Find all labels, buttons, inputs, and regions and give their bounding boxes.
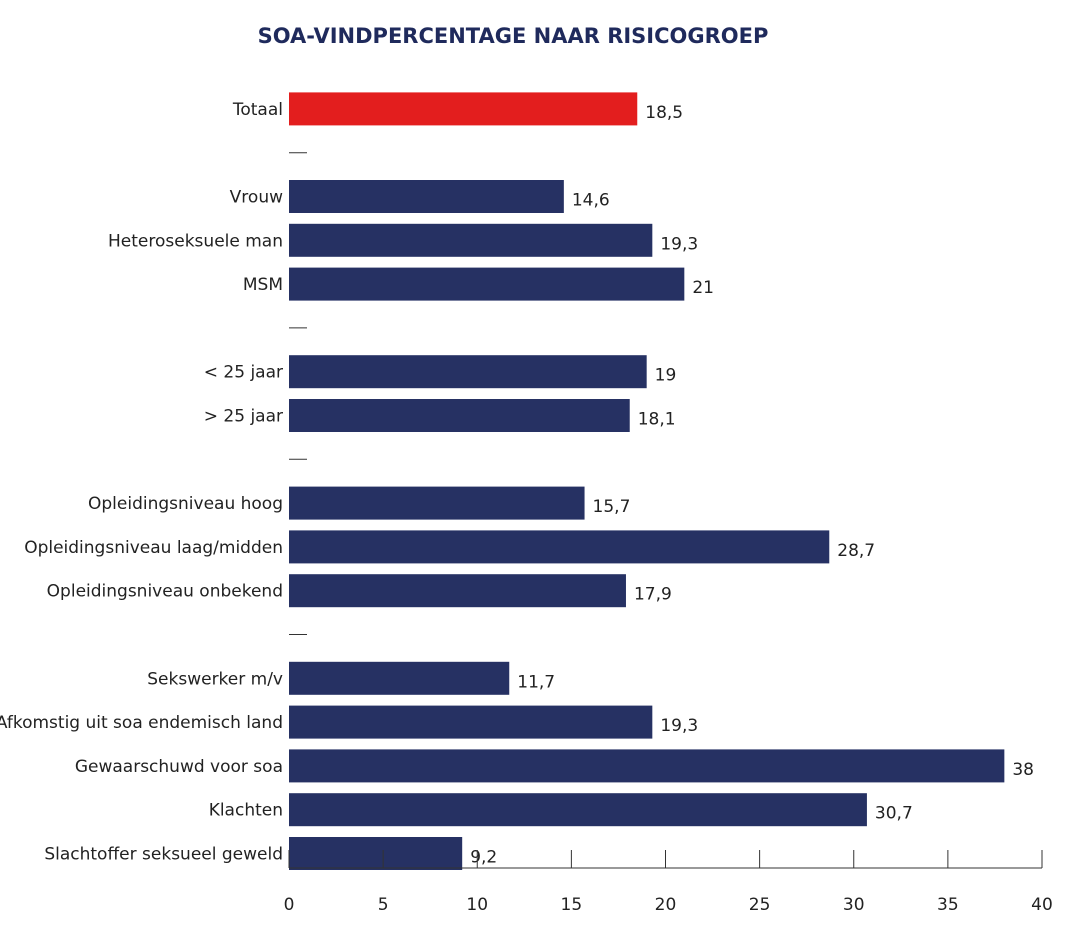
bar [289,355,647,389]
bar [289,530,830,564]
data-label: 15,7 [593,497,631,517]
x-axis: 0 5 10 15 20 25 30 35 40 [284,152,1053,915]
data-label: 19,3 [660,234,698,254]
x-tick-label: 30 [843,895,865,915]
category-label: Afkomstig uit soa endemisch land [0,713,283,733]
bar [289,92,638,126]
data-label: 18,5 [645,103,683,123]
category-label: < 25 jaar [204,363,283,383]
data-label: 19 [655,366,677,386]
x-tick-label: 5 [378,895,389,915]
bar [289,180,564,213]
category-label: Heteroseksuele man [108,231,283,251]
category-label: > 25 jaar [204,407,283,427]
data-label: 21 [692,278,714,298]
bars-layer: Totaal 18,5 Vrouw 14,6 Heteroseksuele man 19,… [0,92,1034,870]
data-label: 18,1 [638,410,676,430]
category-label: Sekswerker m/v [147,669,283,689]
category-label: Gewaarschuwd voor soa [75,757,283,777]
data-label: 19,3 [660,716,698,736]
category-label: Vrouw [230,188,283,208]
category-label: Totaal [232,100,283,120]
data-label: 11,7 [517,672,555,692]
x-tick-label: 10 [466,895,488,915]
category-label: Slachtoffer seksueel geweld [44,845,283,865]
bar [289,705,653,739]
x-tick-label: 35 [937,895,959,915]
bar [289,486,585,520]
category-label: Opleidingsniveau laag/midden [24,538,283,558]
category-label: Klachten [209,801,283,821]
bar [289,574,626,608]
data-label: 30,7 [875,804,913,824]
x-tick-label: 40 [1031,895,1053,915]
bar [289,837,463,870]
category-label: Opleidingsniveau onbekend [47,582,283,602]
chart-title: SOA-VINDPERCENTAGE NAAR RISICOGROEP [258,24,769,48]
bar [289,399,630,432]
x-tick-label: 20 [655,895,677,915]
bar [289,223,653,257]
data-label: 14,6 [572,191,610,211]
data-label: 9,2 [470,848,497,868]
data-label: 28,7 [837,541,875,561]
data-label: 17,9 [634,585,672,605]
x-tick-label: 15 [561,895,583,915]
x-tick-label: 25 [749,895,771,915]
bar [289,661,510,695]
bar [289,793,867,827]
category-label: MSM [243,275,283,295]
x-tick-label: 0 [284,895,295,915]
category-label: Opleidingsniveau hoog [88,494,283,514]
bar [289,267,685,301]
bar [289,749,1005,783]
data-label: 38 [1012,760,1034,780]
